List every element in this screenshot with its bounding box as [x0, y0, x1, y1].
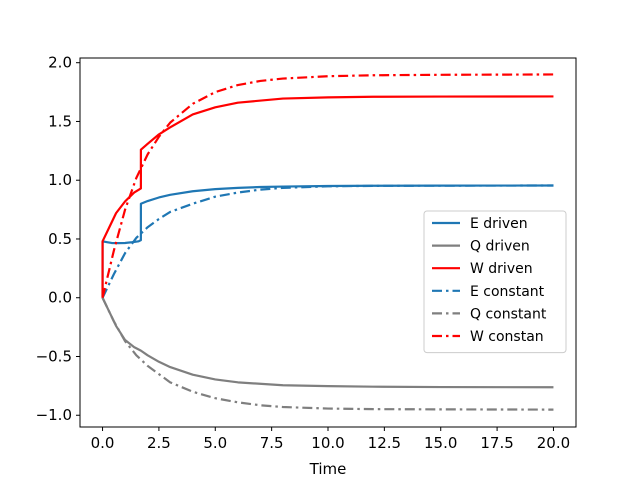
x-tick-label: 12.5 [368, 434, 401, 452]
y-tick-label: 0.0 [48, 289, 72, 307]
plot-area [101, 73, 554, 411]
y-tick-label: −0.5 [36, 347, 72, 365]
x-axis: 0.0 2.5 5.0 7.5 10.0 12.5 15.0 17.5 20.0 [91, 427, 570, 452]
x-tick-label: 17.5 [480, 434, 513, 452]
legend-label: E constant [470, 284, 545, 300]
x-tick-label: 10.0 [311, 434, 344, 452]
y-tick-label: 0.5 [48, 230, 72, 248]
y-tick-label: 2.0 [48, 54, 72, 72]
y-tick-label: −1.0 [36, 406, 72, 424]
y-tick-label: 1.5 [48, 112, 72, 130]
x-tick-label: 0.0 [91, 434, 115, 452]
series-line-6 [101, 73, 554, 298]
series-line-4 [101, 184, 554, 299]
x-tick-label: 7.5 [260, 434, 284, 452]
legend-label: E driven [470, 216, 528, 232]
x-tick-label: 5.0 [203, 434, 227, 452]
legend-label: W constan [470, 329, 544, 345]
x-tick-label: 20.0 [537, 434, 570, 452]
y-axis: −1.0 −0.5 0.0 0.5 1.0 1.5 2.0 [36, 54, 80, 424]
legend-label: Q constant [470, 306, 547, 322]
x-axis-title: Time [309, 460, 347, 478]
legend-label: W driven [470, 261, 533, 277]
legend: E driven Q driven W driven E constant Q cons… [423, 210, 567, 354]
series-line-3 [101, 95, 554, 298]
x-tick-label: 15.0 [424, 434, 457, 452]
series-line-5 [101, 297, 554, 411]
x-tick-label: 2.5 [147, 434, 171, 452]
y-tick-label: 1.0 [48, 171, 72, 189]
legend-label: Q driven [470, 239, 530, 255]
